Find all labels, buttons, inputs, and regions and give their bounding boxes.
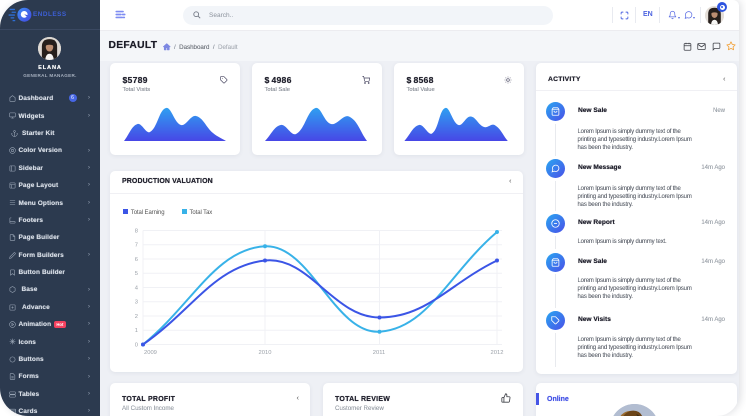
svg-text:4: 4 (135, 286, 139, 292)
svg-text:1: 1 (135, 328, 138, 334)
svg-text:0: 0 (135, 343, 138, 349)
svg-text:2010: 2010 (259, 350, 272, 356)
svg-text:7: 7 (135, 243, 138, 249)
svg-text:6: 6 (135, 257, 138, 263)
svg-text:2012: 2012 (491, 350, 504, 356)
svg-text:2009: 2009 (144, 350, 157, 356)
svg-text:3: 3 (135, 300, 138, 306)
svg-text:5: 5 (135, 271, 138, 277)
svg-text:2: 2 (135, 314, 138, 320)
svg-text:2011: 2011 (373, 350, 385, 356)
svg-text:8: 8 (135, 229, 138, 235)
